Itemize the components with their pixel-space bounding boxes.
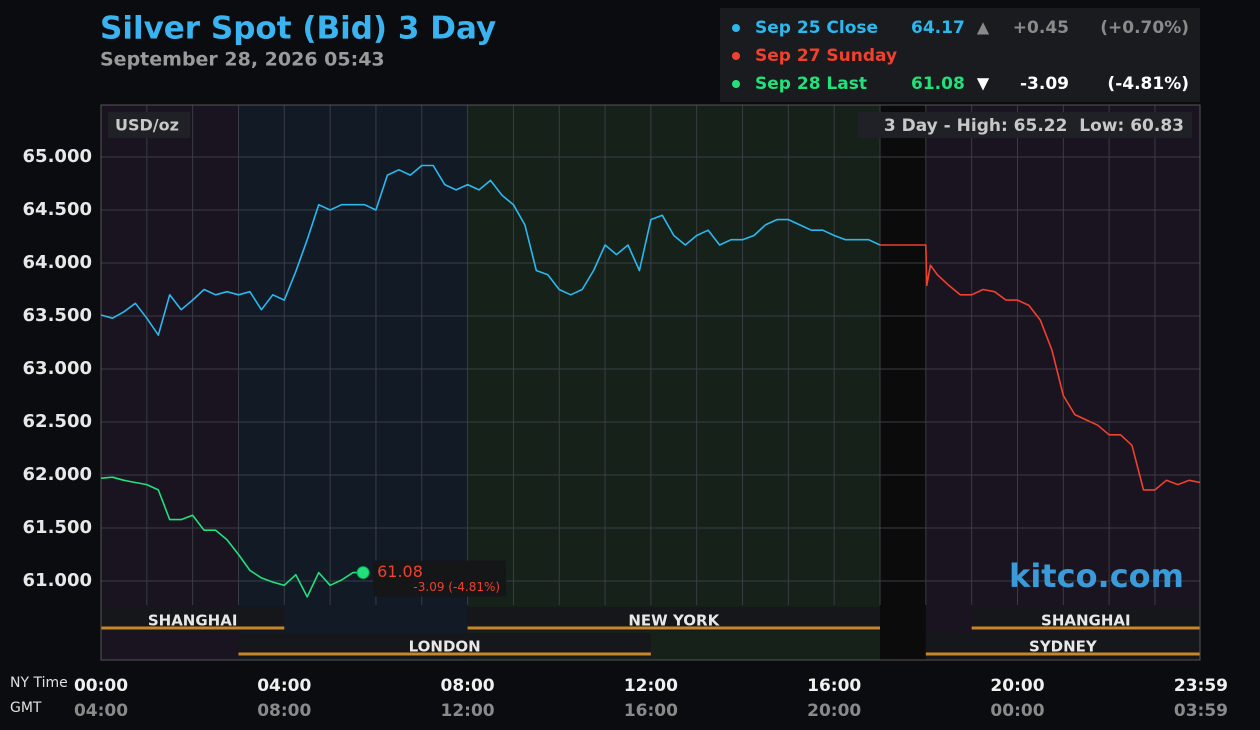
plot-border xyxy=(100,104,1201,661)
session-label: SHANGHAI xyxy=(1041,612,1131,630)
y-tick-label: 62.000 xyxy=(23,464,92,485)
x-tick-label: 00:00 xyxy=(74,676,128,696)
x-tick-label: 12:00 xyxy=(624,676,678,696)
last-point xyxy=(356,566,370,580)
x-axis-label: NY Time xyxy=(10,675,68,691)
session-label: SYDNEY xyxy=(1029,638,1098,656)
price-line xyxy=(880,244,1201,491)
x2-tick-label: 12:00 xyxy=(441,701,495,721)
x2-tick-label: 20:00 xyxy=(807,701,861,721)
chart-subtitle: September 28, 2026 05:43 xyxy=(100,49,385,71)
session-background xyxy=(467,105,881,660)
last-price: 61.08 xyxy=(377,562,423,581)
x-tick-label: 04:00 xyxy=(257,676,311,696)
session-label: NEW YORK xyxy=(628,612,720,630)
unit-box xyxy=(108,112,190,138)
y-tick-label: 61.500 xyxy=(23,517,92,538)
legend-dot xyxy=(732,80,740,88)
last-change: -3.09 (-4.81%) xyxy=(413,580,500,594)
legend-change: +0.45 xyxy=(1013,18,1069,38)
session-background xyxy=(880,105,926,660)
legend-box xyxy=(720,8,1200,102)
legend-name: Sep 25 Close xyxy=(755,18,878,38)
session-background xyxy=(101,105,239,660)
y-tick-label: 61.000 xyxy=(23,570,92,591)
chart-title: Silver Spot (Bid) 3 Day xyxy=(100,11,496,47)
y-tick-label: 64.000 xyxy=(23,252,92,273)
y-tick-label: 62.500 xyxy=(23,411,92,432)
legend-arrow: ▲ xyxy=(977,18,990,37)
legend-dot xyxy=(732,52,740,60)
x-tick-label: 16:00 xyxy=(807,676,861,696)
legend-name: Sep 27 Sunday xyxy=(755,46,897,66)
legend-change-pct: (+0.70%) xyxy=(1100,18,1189,38)
x2-tick-label: 16:00 xyxy=(624,701,678,721)
y-unit: USD/oz xyxy=(115,116,179,135)
high-low: 3 Day - High: 65.22 Low: 60.83 xyxy=(884,116,1184,136)
legend-dot xyxy=(732,24,740,32)
legend-arrow: ▼ xyxy=(977,74,990,93)
x-tick-label: 23:59 xyxy=(1174,676,1228,696)
x2-axis-label: GMT xyxy=(10,700,42,716)
price-line xyxy=(100,476,364,598)
x-tick-label: 20:00 xyxy=(990,676,1044,696)
x2-tick-label: 00:00 xyxy=(990,701,1044,721)
y-tick-label: 65.000 xyxy=(23,146,92,167)
y-tick-label: 63.500 xyxy=(23,305,92,326)
legend-change-pct: (-4.81%) xyxy=(1107,74,1189,94)
price-line xyxy=(100,164,881,336)
session-label: LONDON xyxy=(409,638,481,656)
x2-tick-label: 04:00 xyxy=(74,701,128,721)
legend-change: -3.09 xyxy=(1020,74,1069,94)
x-tick-label: 08:00 xyxy=(441,676,495,696)
watermark: kitco.com xyxy=(1009,557,1184,595)
legend-price: 64.17 xyxy=(911,18,965,38)
x2-tick-label: 08:00 xyxy=(257,701,311,721)
last-box xyxy=(373,560,507,597)
high-low-box xyxy=(858,112,1192,138)
x2-tick-label: 03:59 xyxy=(1174,701,1228,721)
legend-price: 61.08 xyxy=(911,74,965,94)
session-label: SHANGHAI xyxy=(148,612,238,630)
legend-name: Sep 28 Last xyxy=(755,74,867,94)
y-tick-label: 64.500 xyxy=(23,199,92,220)
y-tick-label: 63.000 xyxy=(23,358,92,379)
